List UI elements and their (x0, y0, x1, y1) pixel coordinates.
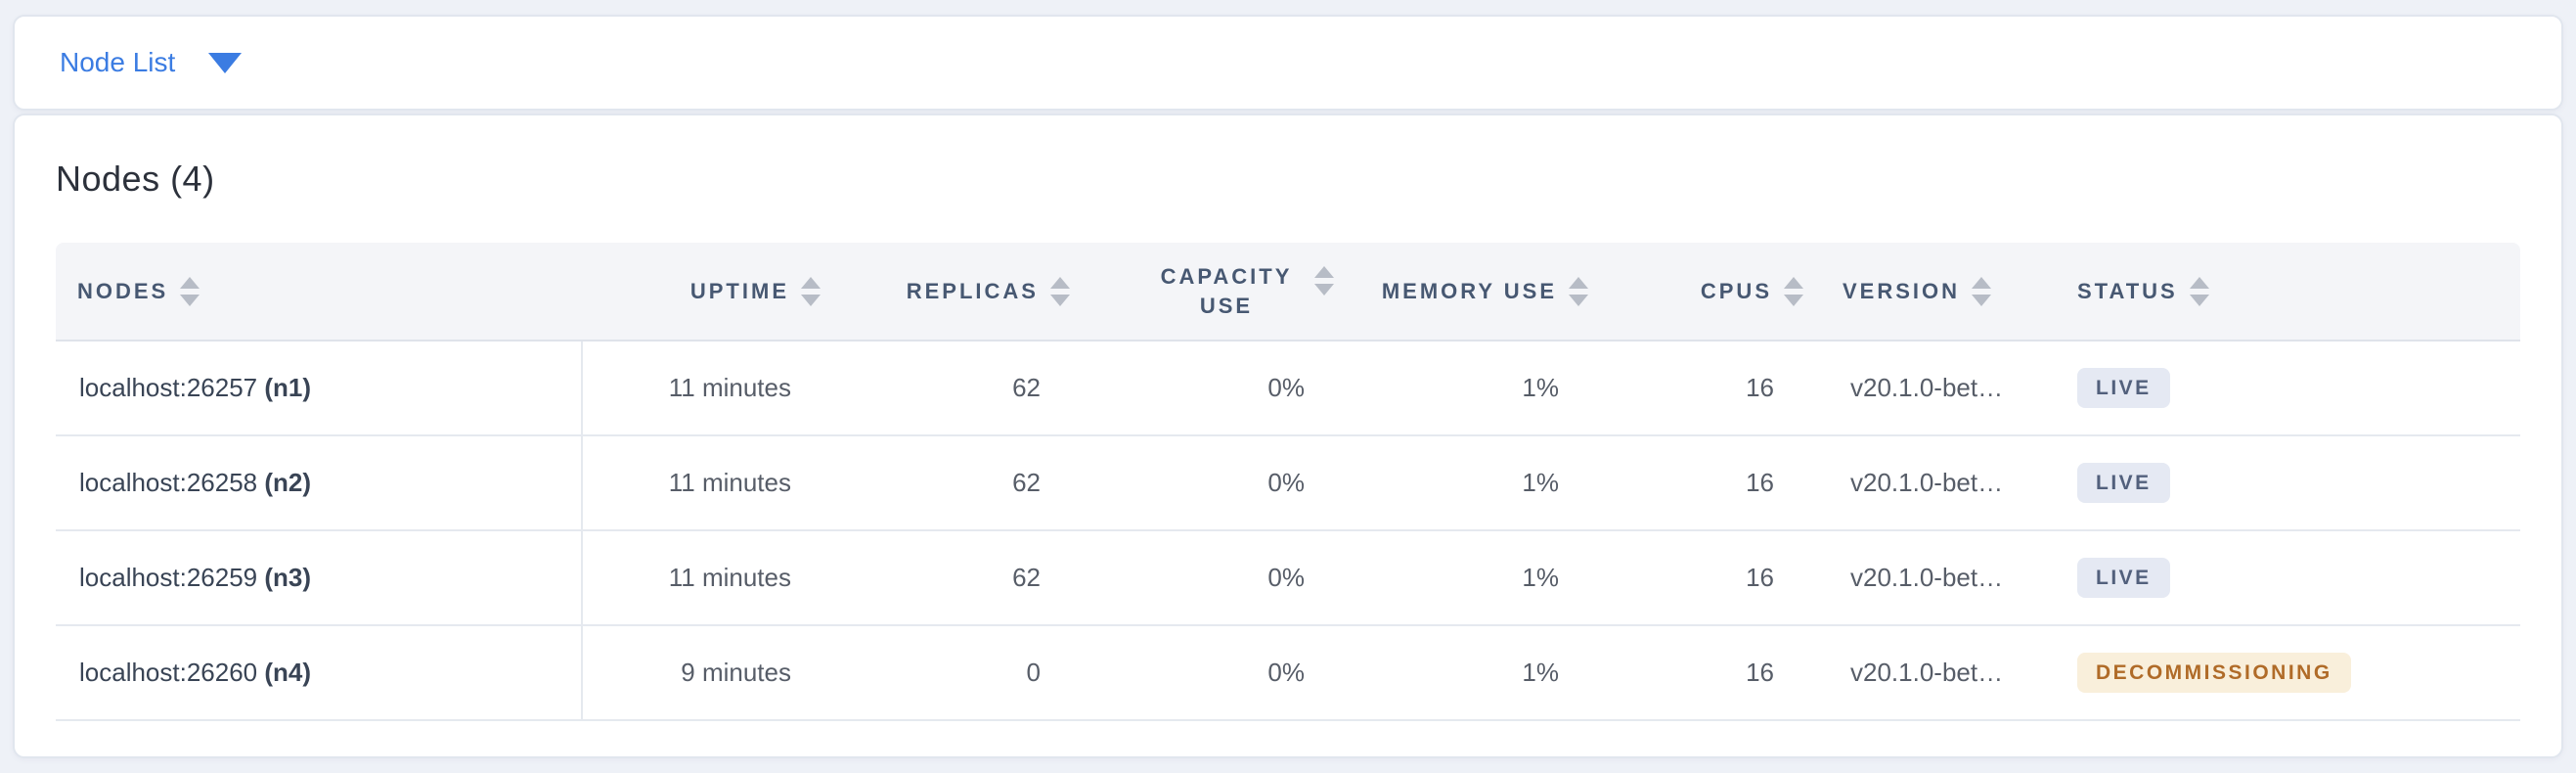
column-label-version: VERSION (1843, 278, 1961, 303)
node-uptime-cell: 11 minutes (582, 341, 828, 436)
column-label-nodes: NODES (77, 278, 169, 303)
node-version-cell: v20.1.0-bet… (1811, 530, 2046, 626)
column-header-nodes[interactable]: NODES (56, 243, 582, 341)
view-selector-card: Node List (13, 15, 2563, 111)
node-replicas-cell: 62 (828, 435, 1078, 531)
column-label-replicas: REPLICAS (906, 278, 1039, 303)
view-selector-dropdown[interactable]: Node List (60, 47, 243, 78)
sort-arrows-icon (1784, 276, 1803, 306)
node-uptime-cell: 9 minutes (582, 625, 828, 721)
node-address-cell: localhost:26258 (n2) (56, 435, 583, 531)
view-selector-label: Node List (60, 47, 176, 77)
nodes-card: Nodes (4) NODES UPTIME REPLICAS CAPACITY US… (13, 114, 2563, 758)
column-label-cpus: CPUS (1700, 278, 1772, 303)
node-cpus-cell: 16 (1596, 435, 1811, 531)
sort-arrows-icon (1569, 276, 1588, 306)
node-version-cell: v20.1.0-bet… (1811, 625, 2046, 721)
column-header-status[interactable]: STATUS (2046, 243, 2520, 341)
node-id: (n3) (264, 563, 312, 592)
node-replicas-cell: 62 (828, 530, 1078, 626)
table-body: localhost:26257 (n1) 11 minutes 62 0% 1% 16 v2… (56, 341, 2520, 721)
table-row: localhost:26259 (n3) 11 minutes 62 0% 1% 16 v2… (56, 530, 2520, 626)
status-badge: DECOMMISSIONING (2077, 653, 2351, 693)
node-capacity_use-cell: 0% (1078, 435, 1342, 531)
column-header-cpus[interactable]: CPUS (1596, 243, 1811, 341)
node-id: (n2) (264, 468, 312, 497)
column-header-memory_use[interactable]: MEMORY USE (1342, 243, 1596, 341)
nodes-table: NODES UPTIME REPLICAS CAPACITY USE MEMORY US… (56, 243, 2520, 721)
sort-arrows-icon (1314, 265, 1334, 296)
status-badge: LIVE (2077, 368, 2170, 408)
node-address: localhost:26260 (79, 658, 258, 687)
node-status-cell: DECOMMISSIONING (2046, 625, 2520, 721)
node-cpus-cell: 16 (1596, 341, 1811, 436)
node-address: localhost:26258 (79, 468, 258, 497)
node-status-cell: LIVE (2046, 341, 2520, 436)
node-address: localhost:26259 (79, 563, 258, 592)
sort-arrows-icon (2189, 276, 2209, 306)
nodes-count-heading: Nodes (4) (56, 159, 215, 199)
status-badge: LIVE (2077, 463, 2170, 503)
node-uptime-cell: 11 minutes (582, 435, 828, 531)
column-label-status: STATUS (2077, 278, 2178, 303)
status-badge: LIVE (2077, 558, 2170, 598)
node-address: localhost:26257 (79, 373, 258, 402)
node-memory_use-cell: 1% (1342, 625, 1596, 721)
node-capacity_use-cell: 0% (1078, 625, 1342, 721)
node-replicas-cell: 62 (828, 341, 1078, 436)
node-cpus-cell: 16 (1596, 625, 1811, 721)
column-label-capacity_use: CAPACITY USE (1160, 263, 1293, 318)
node-capacity_use-cell: 0% (1078, 530, 1342, 626)
sort-arrows-icon (801, 276, 821, 306)
sort-arrows-icon (1972, 276, 1992, 306)
sort-arrows-icon (180, 276, 200, 306)
column-header-uptime[interactable]: UPTIME (582, 243, 828, 341)
node-id: (n4) (264, 658, 312, 687)
node-cpus-cell: 16 (1596, 530, 1811, 626)
node-capacity_use-cell: 0% (1078, 341, 1342, 436)
node-replicas-cell: 0 (828, 625, 1078, 721)
node-address-cell: localhost:26260 (n4) (56, 625, 583, 721)
node-status-cell: LIVE (2046, 530, 2520, 626)
node-address-cell: localhost:26259 (n3) (56, 530, 583, 626)
column-label-memory_use: MEMORY USE (1381, 278, 1557, 303)
chevron-down-icon (208, 52, 243, 73)
node-version-cell: v20.1.0-bet… (1811, 341, 2046, 436)
sort-arrows-icon (1050, 276, 1070, 306)
table-row: localhost:26260 (n4) 9 minutes 0 0% 1% 16 v20.… (56, 625, 2520, 721)
node-memory_use-cell: 1% (1342, 530, 1596, 626)
node-address-cell: localhost:26257 (n1) (56, 341, 583, 436)
column-header-version[interactable]: VERSION (1811, 243, 2046, 341)
table-row: localhost:26257 (n1) 11 minutes 62 0% 1% 16 v2… (56, 341, 2520, 436)
node-version-cell: v20.1.0-bet… (1811, 435, 2046, 531)
node-memory_use-cell: 1% (1342, 341, 1596, 436)
column-header-replicas[interactable]: REPLICAS (828, 243, 1078, 341)
column-label-uptime: UPTIME (689, 278, 789, 303)
column-header-capacity_use[interactable]: CAPACITY USE (1078, 243, 1342, 341)
node-status-cell: LIVE (2046, 435, 2520, 531)
table-header-row: NODES UPTIME REPLICAS CAPACITY USE MEMORY US… (56, 243, 2520, 341)
table-row: localhost:26258 (n2) 11 minutes 62 0% 1% 16 v2… (56, 435, 2520, 531)
node-uptime-cell: 11 minutes (582, 530, 828, 626)
node-id: (n1) (264, 373, 312, 402)
node-memory_use-cell: 1% (1342, 435, 1596, 531)
